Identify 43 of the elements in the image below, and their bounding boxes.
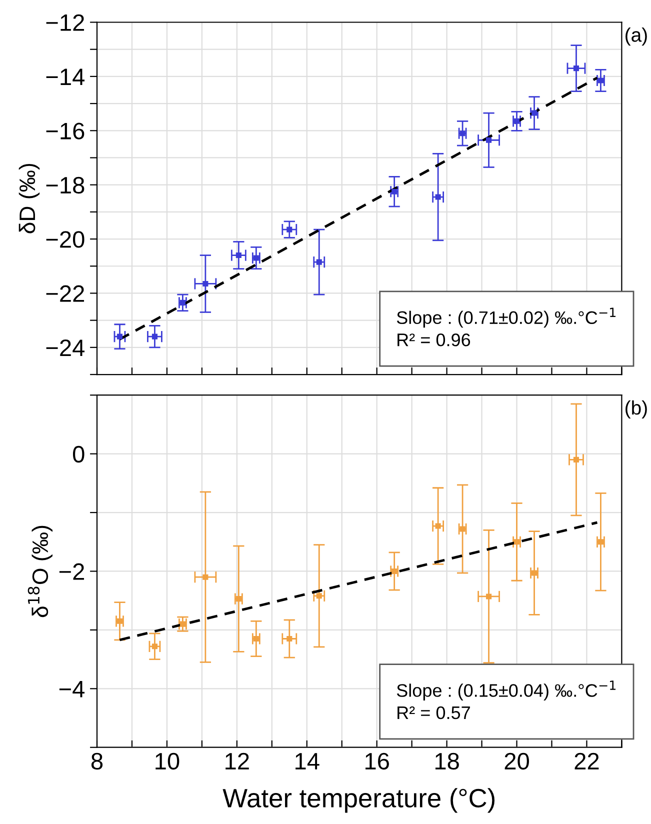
point <box>316 259 322 265</box>
point <box>286 226 292 232</box>
x-tick-label: 12 <box>226 752 249 770</box>
y-tick-label: −16 <box>46 122 84 140</box>
y-tick-label: −18 <box>46 176 84 194</box>
point <box>253 636 259 642</box>
y-axis-title: δ$^{18}$O (‰) <box>28 526 52 618</box>
y-axis-title: δD (‰) <box>18 164 40 234</box>
point <box>435 523 441 529</box>
text: Slope : (0.15±0.04) ‰.°C$^{−1}$ R² = 0.57 <box>396 680 616 720</box>
y-tick-label: −12 <box>46 14 84 31</box>
point <box>180 300 186 306</box>
x-tick-label: 8 <box>91 752 103 770</box>
text: Slope : (0.71±0.02) ‰.°C$^{−1}$ R² = 0.96 <box>396 308 616 346</box>
y-tick-label: −4 <box>59 680 84 698</box>
point <box>236 252 242 258</box>
x-tick-label: 16 <box>366 752 389 770</box>
point <box>202 574 208 580</box>
point <box>392 568 398 574</box>
y-tick-label: −24 <box>46 339 85 356</box>
point <box>202 280 208 287</box>
y-tick-label: −14 <box>46 68 85 85</box>
x-tick-label: 18 <box>435 752 459 770</box>
point <box>486 594 492 600</box>
point <box>573 456 580 462</box>
point <box>435 194 441 200</box>
point <box>152 644 158 650</box>
point <box>573 66 580 72</box>
y-tick-label: −2 <box>59 563 84 580</box>
point <box>152 334 158 340</box>
point <box>486 137 492 143</box>
y-tick-label: −20 <box>46 231 84 248</box>
x-tick-label: 10 <box>156 752 180 770</box>
x-axis-title: Water temperature (°C) <box>222 788 494 813</box>
point <box>316 593 322 599</box>
x-tick-label: 20 <box>504 752 529 770</box>
x-tick-label: 22 <box>574 752 599 770</box>
text: (a) <box>626 28 647 46</box>
y-tick-label: 0 <box>72 446 84 463</box>
y-tick-label: −22 <box>46 285 84 302</box>
point <box>286 636 292 642</box>
text: (b) <box>626 400 647 419</box>
x-tick-label: 14 <box>296 753 320 770</box>
